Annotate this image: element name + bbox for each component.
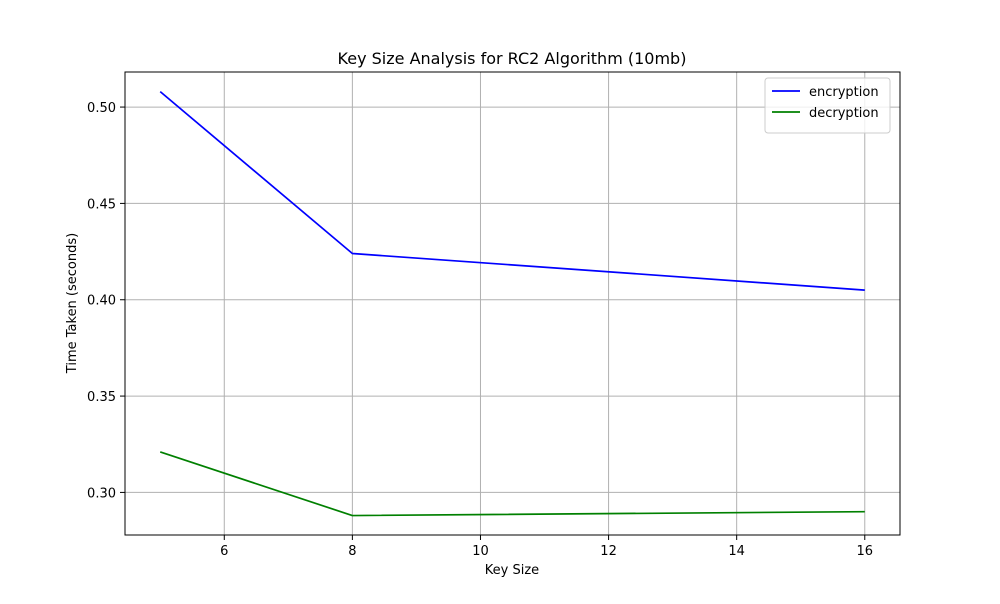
chart-title: Key Size Analysis for RC2 Algorithm (10m… <box>338 49 687 68</box>
x-tick-label: 6 <box>220 544 228 559</box>
axis-ticks: 6 8 10 12 14 16 0.30 0.35 0.40 0.45 0.50 <box>87 101 873 559</box>
x-tick-label: 8 <box>348 544 356 559</box>
y-tick-label: 0.40 <box>87 294 116 309</box>
legend-label-decryption: decryption <box>809 106 879 121</box>
y-tick-label: 0.50 <box>87 101 116 116</box>
x-tick-label: 10 <box>472 544 489 559</box>
series-line-encryption <box>159 91 865 291</box>
plot-area-frame <box>124 71 901 536</box>
legend-label-encryption: encryption <box>809 85 879 100</box>
y-tick-label: 0.30 <box>87 486 116 501</box>
series-lines <box>159 91 865 517</box>
y-tick-label: 0.45 <box>87 197 116 212</box>
x-axis-label: Key Size <box>485 563 539 578</box>
legend: encryption decryption <box>764 77 891 134</box>
y-axis-label: Time Taken (seconds) <box>65 233 80 374</box>
series-line-decryption <box>159 451 865 517</box>
x-tick-label: 16 <box>856 544 873 559</box>
x-tick-label: 12 <box>600 544 617 559</box>
x-tick-label: 14 <box>728 544 745 559</box>
y-tick-label: 0.35 <box>87 390 116 405</box>
